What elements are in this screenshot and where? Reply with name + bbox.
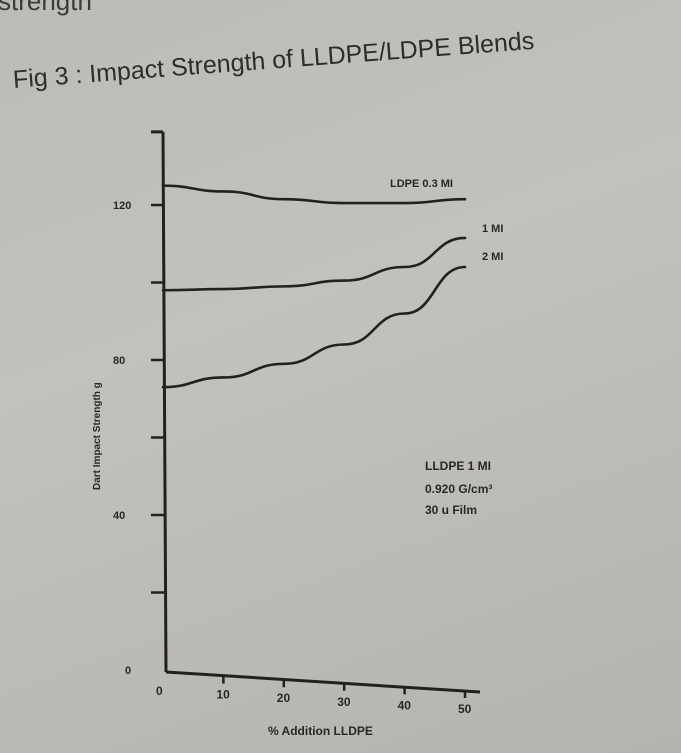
x-tick-label: 0 xyxy=(156,684,163,698)
series-line-ldpe-0-3-mi xyxy=(161,184,467,205)
series-label: LDPE 0.3 MI xyxy=(390,178,453,190)
x-tick-label: 30 xyxy=(337,695,351,709)
series-line-1-mi xyxy=(161,236,467,292)
x-axis-line xyxy=(165,670,481,694)
series-label: 1 MI xyxy=(482,223,503,235)
annotation-film: 30 u Film xyxy=(425,503,477,517)
x-tick-label: 50 xyxy=(458,702,472,716)
annotation-density: 0.920 G/cm³ xyxy=(425,482,492,496)
y-axis-line xyxy=(161,131,168,673)
x-axis-label: % Addition LLDPE xyxy=(268,724,373,738)
y-tick-label: 120 xyxy=(113,200,131,212)
y-axis-label: Dart Impact Strength g xyxy=(92,382,103,490)
y-tick-label: 0 xyxy=(125,665,131,677)
x-tick-label: 20 xyxy=(277,691,291,705)
x-tick-label: 40 xyxy=(398,698,412,712)
series-label: 2 MI xyxy=(482,251,503,263)
annotation-resin: LLDPE 1 MI xyxy=(425,459,491,473)
x-tick-label: 10 xyxy=(216,688,230,702)
body-text-fragment: strength xyxy=(0,0,92,16)
series-line-2-mi xyxy=(161,265,467,389)
y-tick-label: 80 xyxy=(113,355,125,367)
y-tick-label: 40 xyxy=(113,510,125,522)
